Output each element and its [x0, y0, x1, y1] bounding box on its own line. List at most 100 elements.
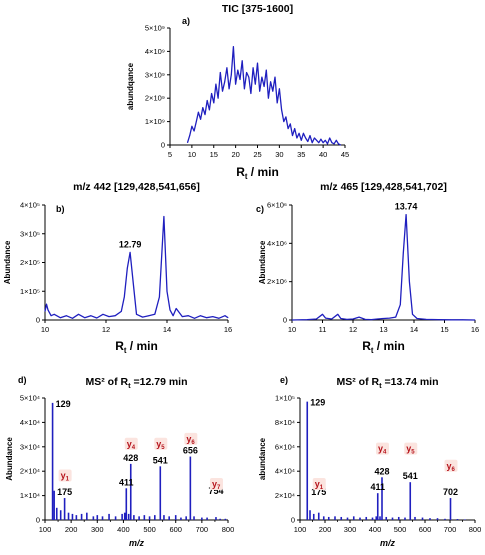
trace-point — [316, 318, 317, 320]
x-tick-label: 5 — [168, 150, 172, 159]
peak-label: 428 — [123, 453, 138, 463]
trace-point — [462, 319, 464, 321]
trace-point — [307, 141, 309, 142]
trace-point — [287, 128, 289, 130]
y-tick-label: 4×10⁵ — [20, 201, 40, 210]
trace-point — [313, 137, 315, 139]
chart-panel-e: MS² of Rt =13.74 min e) 100 200 300 400 500 600… — [258, 375, 481, 548]
y-tick-label: 2×10⁵ — [20, 258, 40, 267]
x-tick-label: 500 — [143, 525, 156, 534]
y-tick-label: 3×10⁵ — [20, 229, 40, 238]
trace-point — [383, 318, 384, 319]
trace-point — [289, 123, 291, 125]
y-tick-label: 1×10⁵ — [20, 287, 40, 296]
ion-label-bg — [58, 469, 72, 482]
trace-point — [252, 67, 254, 69]
x-tick-label: 300 — [344, 525, 357, 534]
trace-point — [395, 316, 397, 318]
y-tick-label: 6×10⁶ — [267, 201, 287, 210]
trace-point — [235, 83, 237, 85]
y-axis-title-c: Abundance — [258, 240, 267, 284]
trace-point — [142, 316, 144, 318]
trace-point — [409, 281, 410, 283]
x-tick-label: 11 — [319, 325, 327, 334]
panel-title-c: m/z 465 [129,428,541,702] — [320, 181, 447, 193]
ion-label: y7 — [212, 479, 221, 491]
panel-title-b: m/z 442 [129,428,541,656] — [73, 181, 200, 193]
x-tick-label: 200 — [65, 525, 78, 534]
trace-point — [322, 142, 324, 144]
y-tick-label: 0 — [283, 316, 287, 325]
trace-point — [123, 296, 125, 298]
trace-point — [316, 139, 317, 141]
trace-point — [474, 319, 476, 321]
trace-point — [193, 130, 195, 132]
y-axis-title-e: abundance — [258, 437, 267, 480]
trace-point — [47, 309, 49, 311]
x-tick-label: 100 — [294, 525, 307, 534]
y-tick-label: 3×10⁴ — [20, 442, 40, 451]
peak-label: 541 — [153, 455, 168, 465]
trace-point — [169, 309, 171, 311]
trace-line-a — [186, 46, 341, 146]
trace-point — [208, 109, 210, 111]
y-axis-title-a: abundqance — [126, 62, 135, 110]
trace-point — [204, 114, 206, 115]
trace-point — [200, 118, 202, 120]
trace-point — [294, 128, 296, 130]
x-axis-title-d: m/z — [129, 538, 145, 548]
peak-annotation: 12.79 — [119, 239, 142, 249]
trace-point — [305, 137, 307, 139]
x-tick-label: 400 — [117, 525, 130, 534]
panel-letter-b: b) — [56, 204, 65, 214]
trace-point — [416, 318, 418, 319]
trace-point — [311, 142, 313, 144]
trace-point — [329, 137, 331, 139]
peak-label: 411 — [370, 482, 385, 492]
trace-point — [215, 83, 217, 85]
trace-point — [206, 100, 208, 101]
trace-point — [270, 81, 272, 83]
x-tick-label: 13 — [379, 325, 387, 334]
trace-line-b — [44, 215, 229, 319]
x-tick-label: 10 — [288, 325, 296, 334]
trace-point — [212, 316, 214, 317]
x-tick-label: 16 — [471, 325, 479, 334]
trace-point — [298, 132, 300, 134]
y-tick-label: 4×10⁶ — [267, 239, 287, 248]
trace-point — [278, 88, 280, 90]
panel-title-d: MS² of Rt =12.79 min — [86, 376, 188, 390]
trace-point — [206, 317, 208, 319]
x-tick-label: 800 — [222, 525, 235, 534]
ion-label: y4 — [378, 444, 387, 456]
trace-point — [166, 290, 168, 292]
trace-point — [108, 316, 110, 317]
peak-label: 411 — [119, 477, 134, 487]
trace-point — [243, 88, 245, 90]
trace-point — [65, 315, 67, 317]
peak-label: 129 — [56, 399, 71, 409]
chart-panel-d: MS² of Rt =12.79 min d) 100 200 300 400 500 600… — [5, 375, 234, 548]
trace-point — [389, 317, 390, 319]
panel-letter-c: c) — [256, 204, 264, 214]
trace-line-c — [291, 213, 476, 321]
ion-label-bg — [404, 442, 418, 455]
ion-label-bg — [124, 437, 138, 450]
ion-label: y1 — [315, 479, 324, 491]
trace-point — [53, 313, 55, 315]
x-tick-label: 30 — [275, 150, 283, 159]
trace-point — [265, 69, 267, 71]
trace-point — [306, 319, 308, 321]
y-tick-label: 1×10⁴ — [20, 491, 40, 500]
trace-point — [291, 319, 293, 321]
y-tick-label: 1×10⁵ — [275, 394, 295, 403]
trace-point — [335, 139, 337, 141]
x-tick-label: 100 — [39, 525, 52, 534]
trace-point — [187, 315, 189, 317]
x-tick-label: 14 — [410, 325, 418, 334]
x-tick-label: 700 — [196, 525, 209, 534]
trace-point — [331, 142, 333, 144]
x-tick-label: 35 — [297, 150, 305, 159]
trace-point — [340, 318, 342, 319]
